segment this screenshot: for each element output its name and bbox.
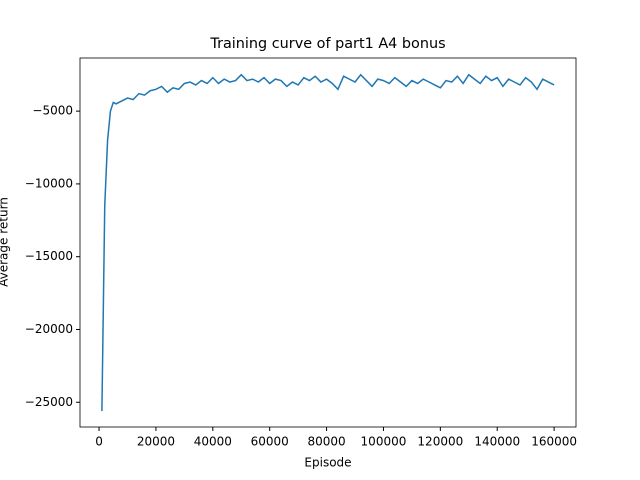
y-tick-label: −5000 (32, 104, 73, 118)
x-tick-label: 160000 (531, 435, 577, 449)
line-series (101, 73, 555, 412)
chart-title: Training curve of part1 A4 bonus (209, 36, 445, 52)
y-tick-label: −25000 (25, 395, 73, 409)
x-tick-label: 0 (95, 435, 103, 449)
y-tick-label: −10000 (25, 176, 73, 190)
x-tick-label: 80000 (307, 435, 345, 449)
x-tick-label: 100000 (361, 435, 407, 449)
plot-frame (79, 57, 577, 428)
x-axis-label: Episode (304, 456, 351, 470)
y-tick-label: −20000 (25, 322, 73, 336)
y-tick-label: −15000 (25, 249, 73, 263)
x-tick-label: 60000 (251, 435, 289, 449)
x-tick-label: 20000 (137, 435, 175, 449)
x-tick-label: 40000 (194, 435, 232, 449)
x-tick-label: 140000 (474, 435, 520, 449)
y-axis-label: Average return (0, 197, 11, 287)
x-tick-label: 120000 (417, 435, 463, 449)
